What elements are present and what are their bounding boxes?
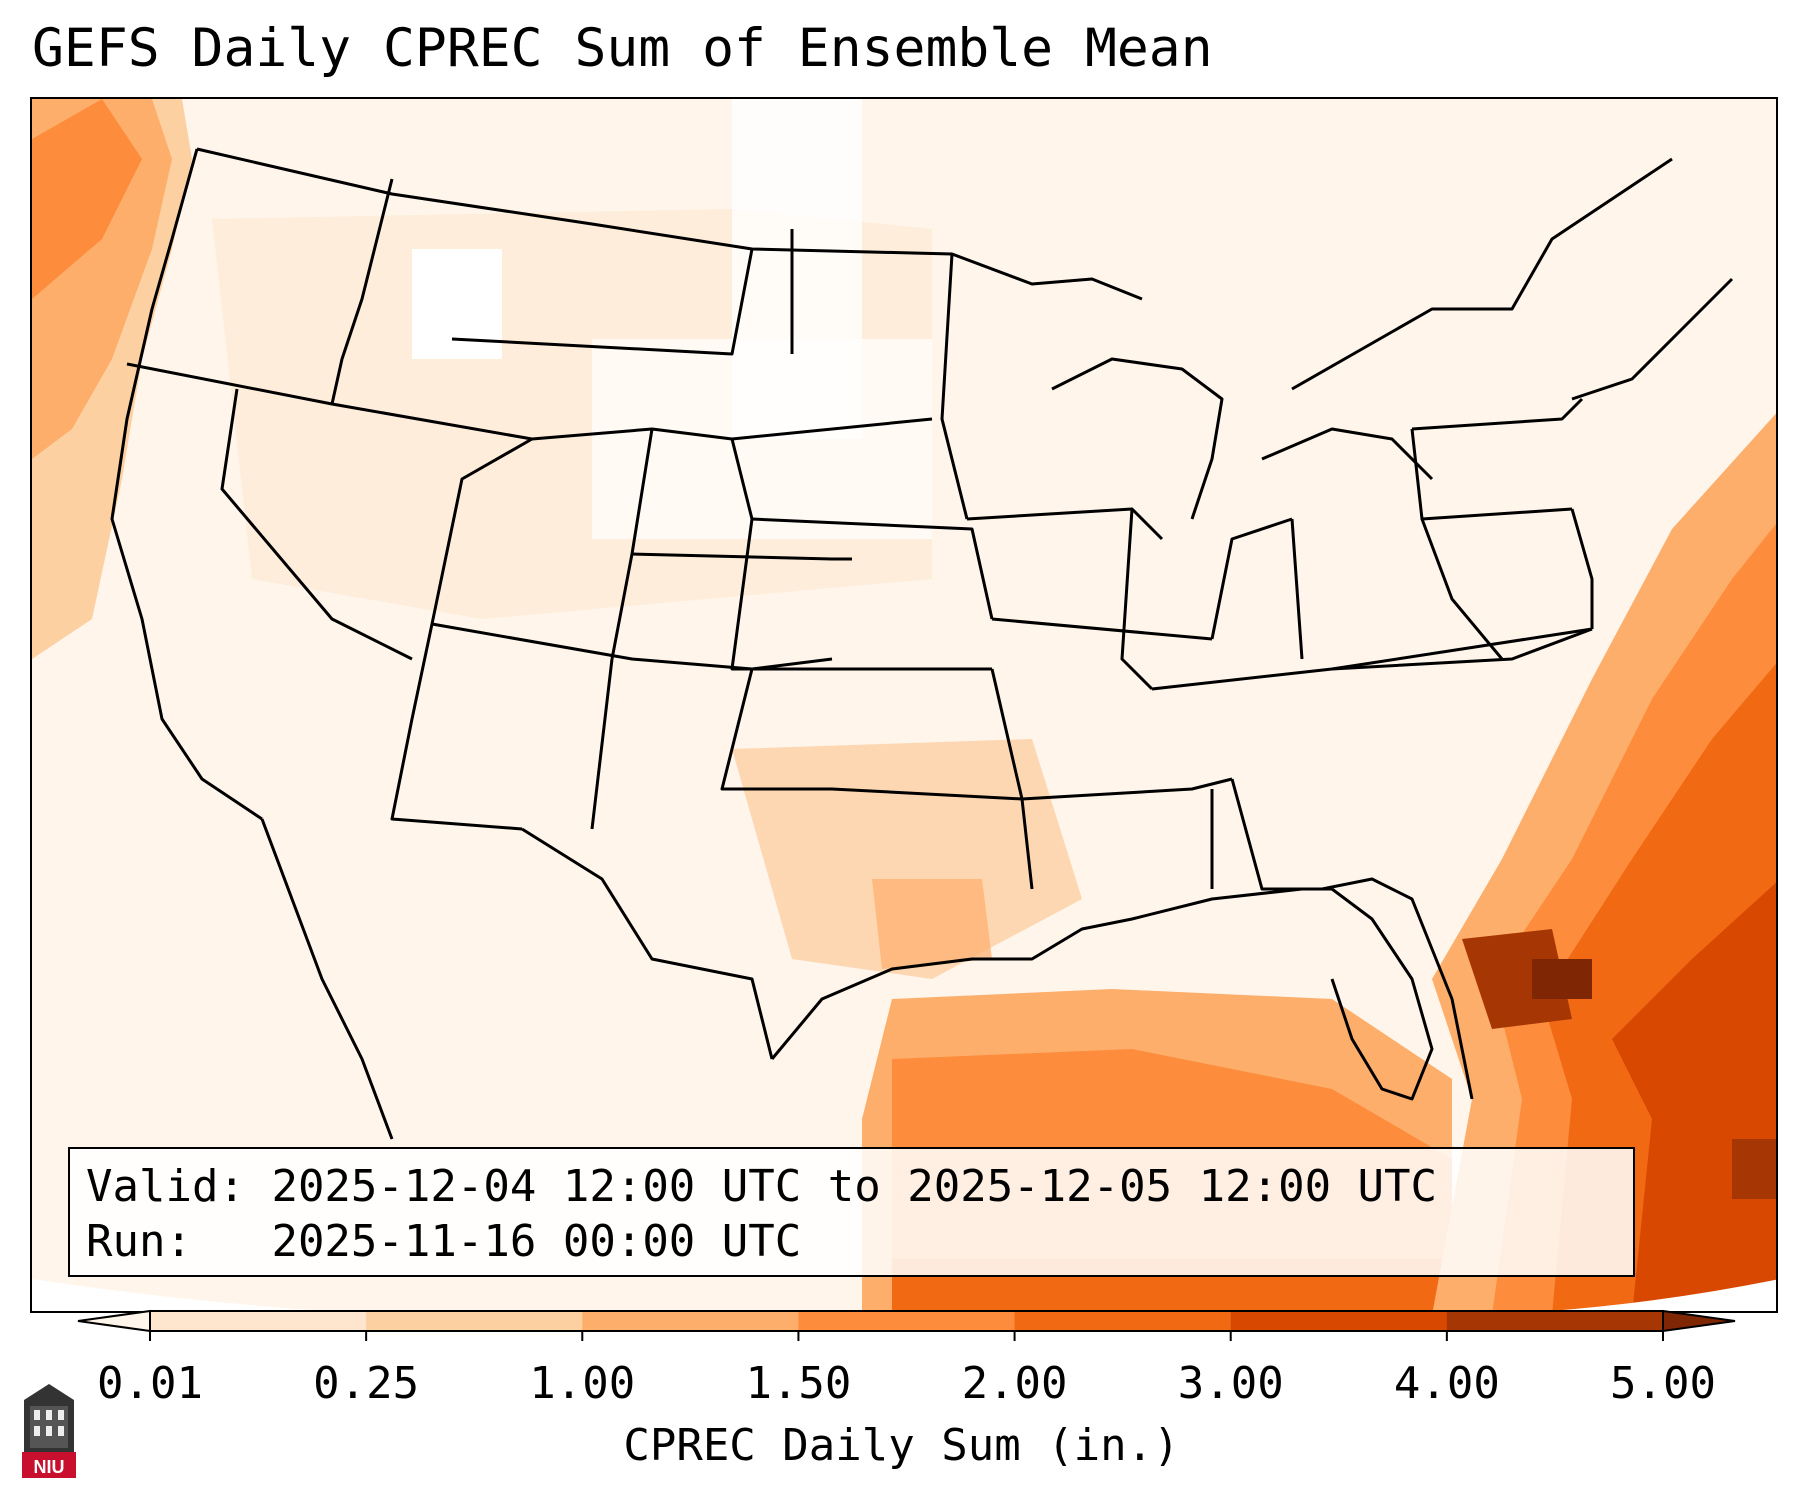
colorbar-label: CPREC Daily Sum (in.) [623,1420,1180,1471]
colorbar-tick-label: 5.00 [1610,1358,1716,1409]
colorbar-tick-label: 1.50 [745,1358,852,1409]
colorbar [77,1309,1736,1341]
svg-text:NIU: NIU [34,1457,65,1477]
colorbar-segment [150,1311,367,1331]
colorbar-segment [798,1311,1016,1331]
colorbar-segment [366,1311,583,1331]
colorbar-ticks [149,1331,1664,1341]
valid-label: Valid: [86,1161,245,1212]
valid-value: 2025-12-04 12:00 UTC to 2025-12-05 12:00… [271,1161,1438,1212]
colorbar-tick-label: 0.25 [313,1358,420,1409]
colorbar-segment [1446,1311,1664,1331]
colorbar-segments [77,1309,1736,1333]
colorbar-tick-label: 1.00 [529,1358,636,1409]
colorbar-tick-label: 3.00 [1177,1358,1284,1409]
colorbar-segment [1014,1311,1232,1331]
niu-logo-icon: NIU [22,1384,76,1478]
colorbar-extend-low [77,1309,151,1333]
map-svg [32,99,1776,1311]
colorbar-tick-label: 4.00 [1393,1358,1500,1409]
colorbar-extend-high [1662,1309,1736,1333]
colorbar-segment [582,1311,799,1331]
run-label: Run: [86,1216,192,1267]
precipitation-map [30,97,1778,1313]
run-value: 2025-11-16 00:00 UTC [271,1216,802,1267]
colorbar-tick-label: 2.00 [961,1358,1068,1409]
colorbar-tick-label: 0.01 [97,1358,203,1409]
map-title: GEFS Daily CPREC Sum of Ensemble Mean [32,18,1213,79]
precip-field [32,99,1776,1311]
state-boundaries [110,147,1734,1140]
valid-run-info: Valid: 2025-12-04 12:00 UTC to 2025-12-0… [68,1147,1635,1277]
colorbar-segment [1230,1311,1448,1331]
colorbar-outline [149,1310,1664,1332]
